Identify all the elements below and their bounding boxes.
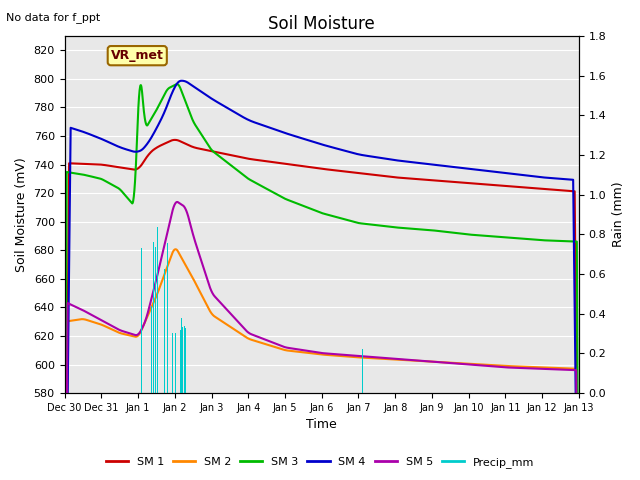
Y-axis label: Soil Moisture (mV): Soil Moisture (mV): [15, 157, 28, 272]
X-axis label: Time: Time: [307, 419, 337, 432]
Legend: SM 1, SM 2, SM 3, SM 4, SM 5, Precip_mm: SM 1, SM 2, SM 3, SM 4, SM 5, Precip_mm: [101, 452, 539, 472]
Y-axis label: Rain (mm): Rain (mm): [612, 182, 625, 247]
Title: Soil Moisture: Soil Moisture: [268, 15, 375, 33]
Text: VR_met: VR_met: [111, 49, 164, 62]
Text: No data for f_ppt: No data for f_ppt: [6, 12, 100, 23]
